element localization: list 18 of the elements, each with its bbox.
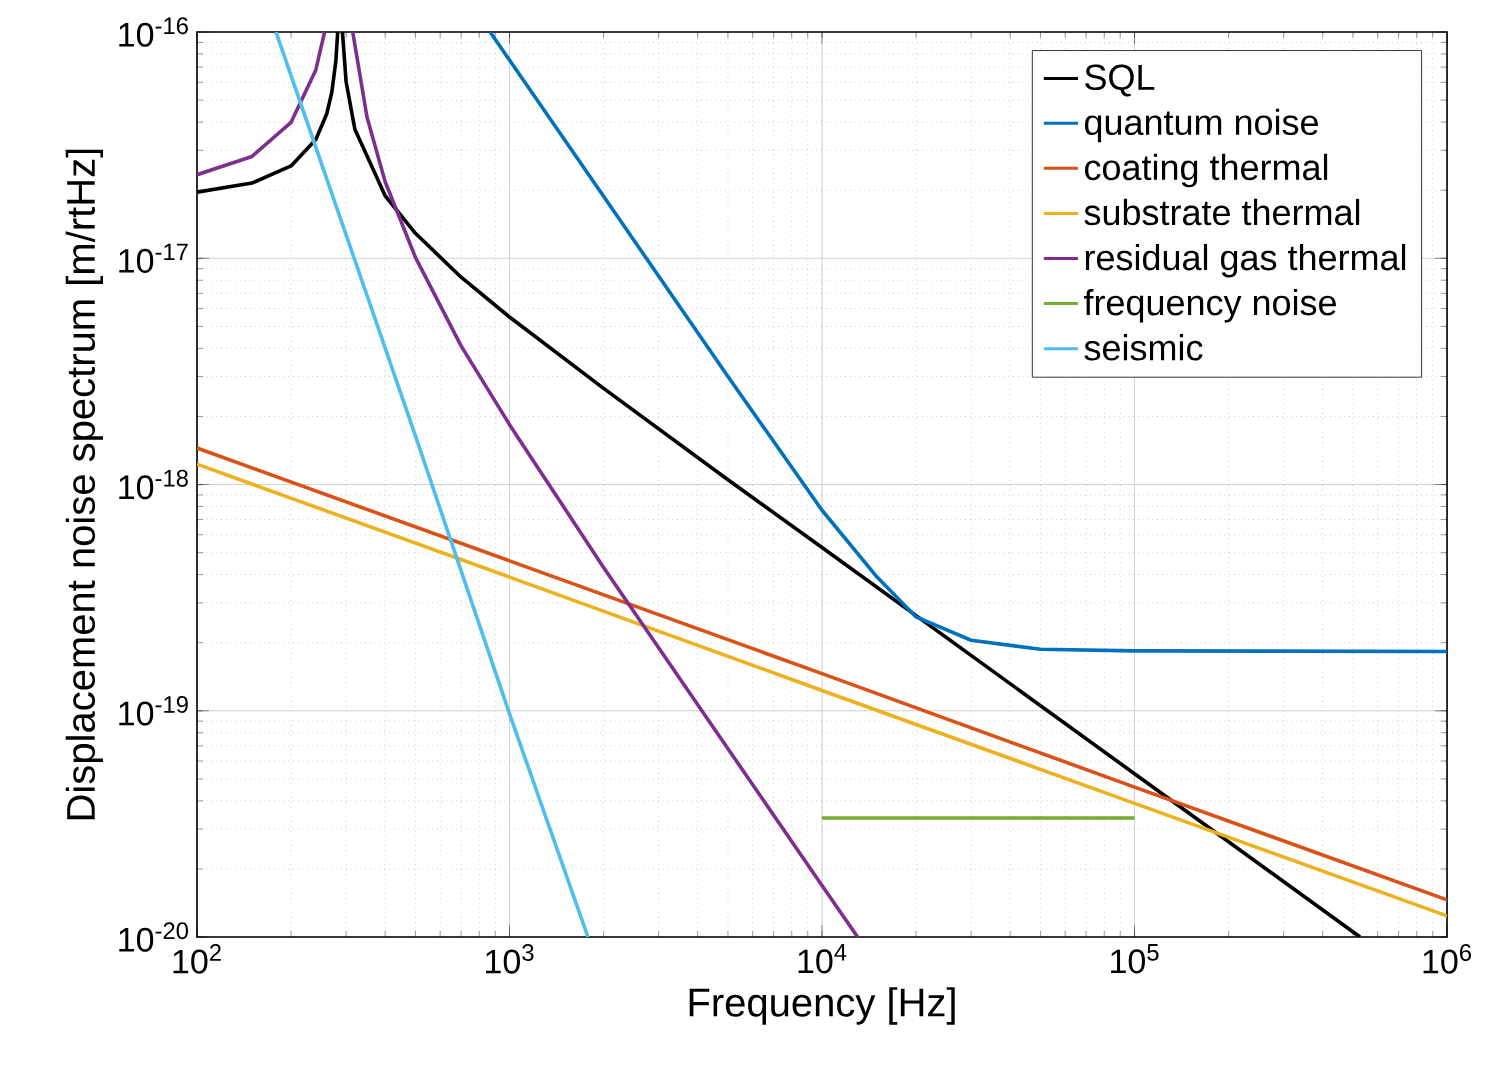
y-tick-label: 10$^{-17}$: [119, 243, 188, 273]
x-tick-label: 10$^{4}$: [798, 944, 847, 974]
legend-label: SQL: [1085, 64, 1155, 97]
x-tick-label: 10$^{6}$: [1423, 944, 1472, 974]
legend-label: coating thermal: [1085, 153, 1328, 188]
x-tick-label: 10$^{3}$: [486, 944, 534, 974]
x-tick-label: 10$^{5}$: [1111, 944, 1159, 974]
y-tick-label: 10$^{-19}$: [119, 696, 188, 726]
legend-label: residual gas thermal: [1085, 243, 1406, 278]
legend-label: seismic: [1084, 334, 1203, 361]
x-axis-title: Frequency [Hz]: [689, 987, 955, 1025]
x-tick-label: 10$^{2}$: [173, 944, 221, 974]
y-axis-title: Displacement noise spectrum [m/rtHz]: [65, 149, 103, 820]
y-tick-label: 10$^{-16}$: [119, 17, 188, 47]
legend-label: quantum noise: [1084, 108, 1318, 143]
y-tick-label: 10$^{-18}$: [119, 469, 188, 500]
legend-label: substrate thermal: [1084, 198, 1360, 226]
legend-label: frequency noise: [1083, 289, 1336, 323]
